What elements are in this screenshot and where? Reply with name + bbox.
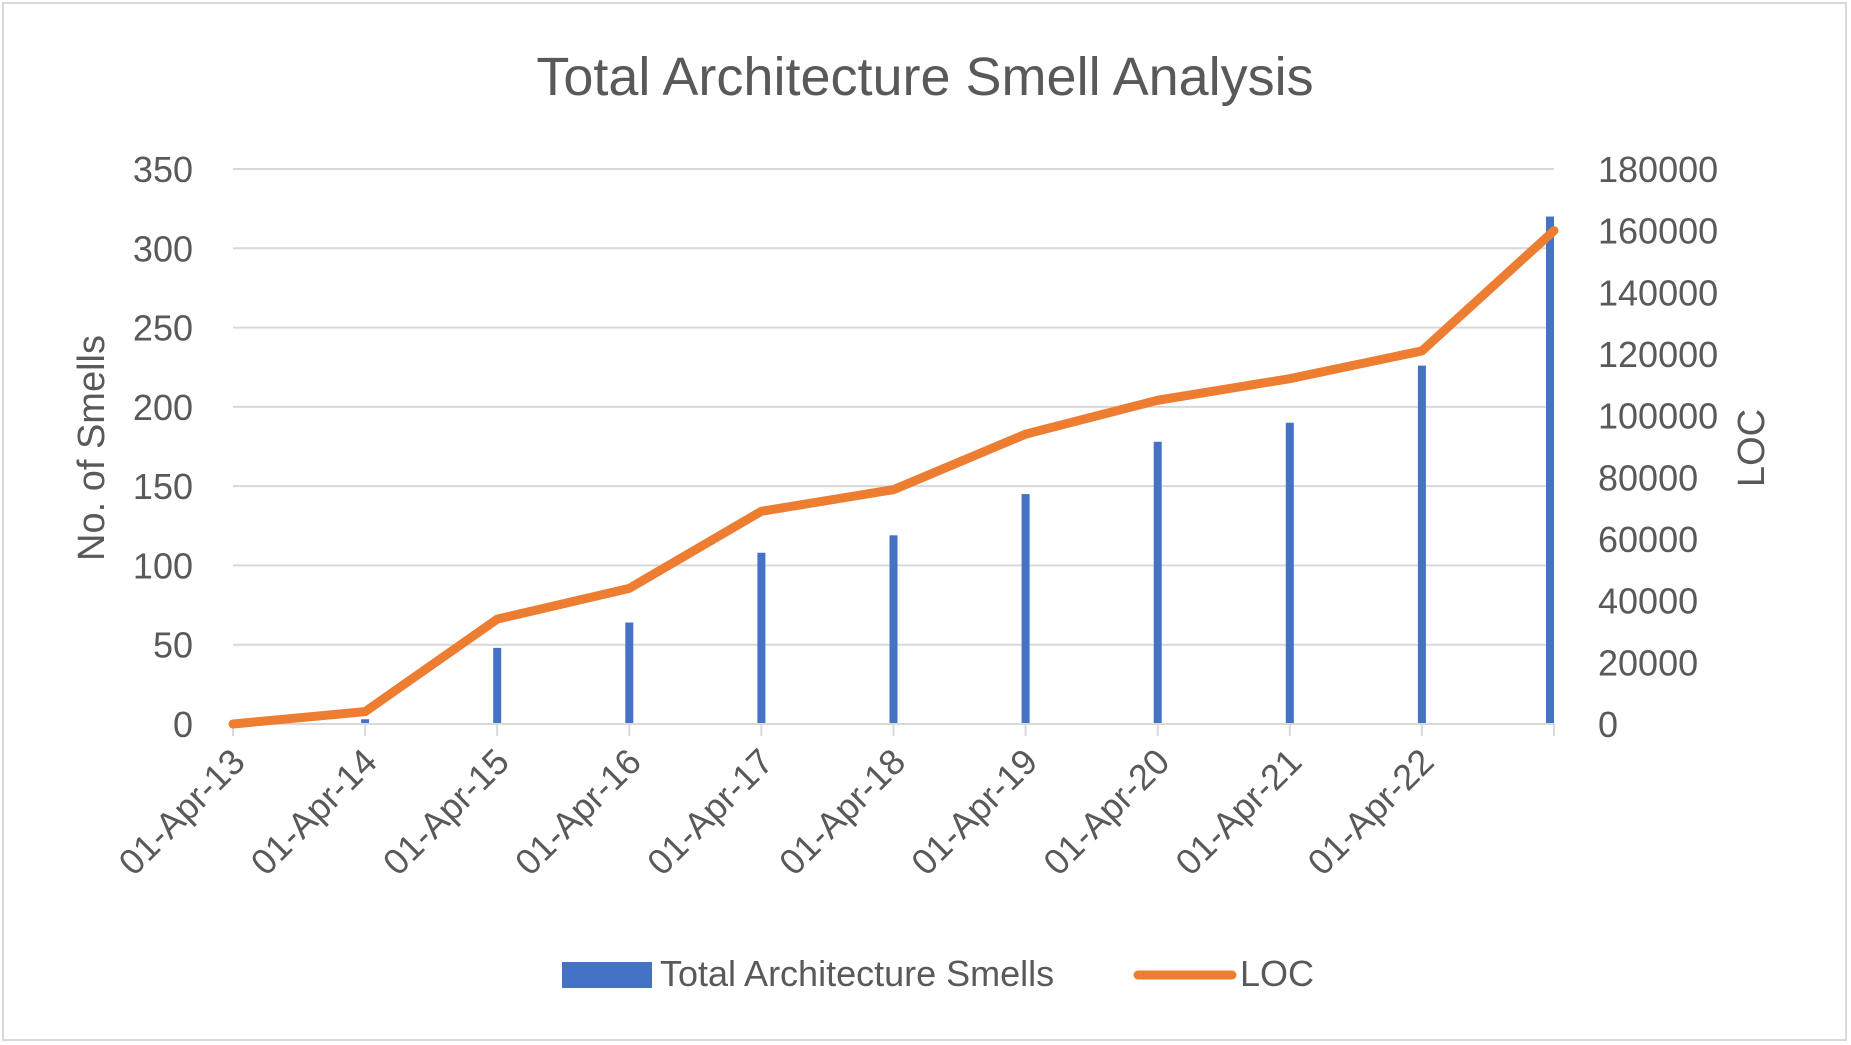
legend-bar-label: Total Architecture Smells [660, 953, 1054, 994]
y-tick-label: 50 [153, 625, 193, 666]
y2-axis-label: LOC [1731, 409, 1773, 487]
line-series [228, 226, 1559, 729]
bar [757, 552, 766, 724]
x-tick-label: 01-Apr-17 [639, 741, 781, 883]
y2-tick-label: 80000 [1598, 457, 1698, 498]
y-tick-label: 100 [133, 545, 193, 586]
y2-tick-label: 0 [1598, 704, 1618, 745]
bar [1153, 441, 1162, 724]
y2-tick-label: 120000 [1598, 334, 1718, 375]
bar [493, 647, 502, 724]
y-tick-label: 150 [133, 466, 193, 507]
y-tick-label: 200 [133, 387, 193, 428]
bar [1285, 422, 1294, 724]
y2-tick-label: 100000 [1598, 396, 1718, 437]
x-tick-label: 01-Apr-20 [1035, 741, 1177, 883]
bar [361, 719, 370, 724]
x-tick-label: 01-Apr-19 [903, 741, 1045, 883]
y2-tick-label: 40000 [1598, 581, 1698, 622]
y2-tick-label: 160000 [1598, 211, 1718, 252]
y2-tick-label: 140000 [1598, 272, 1718, 313]
x-tick-label: 01-Apr-13 [110, 741, 252, 883]
x-tick-label: 01-Apr-22 [1299, 741, 1441, 883]
bar [1417, 365, 1426, 724]
y2-tick-label: 60000 [1598, 519, 1698, 560]
legend: Total Architecture Smells LOC [562, 953, 1314, 994]
x-tick-label: 01-Apr-15 [375, 741, 517, 883]
bar [1021, 494, 1030, 724]
bar-series [361, 216, 1554, 725]
y-axis-label: No. of Smells [71, 335, 113, 561]
y-tick-label: 0 [173, 704, 193, 745]
y-tick-label: 300 [133, 228, 193, 269]
loc-line [228, 226, 1559, 729]
y2-tick-label: 180000 [1598, 149, 1718, 190]
bar [1546, 216, 1554, 725]
y2-tick-label: 20000 [1598, 642, 1698, 683]
chart-title: Total Architecture Smell Analysis [536, 47, 1313, 107]
bar [889, 535, 898, 724]
legend-line-label: LOC [1240, 953, 1314, 994]
y-tick-label: 350 [133, 149, 193, 190]
legend-bar-swatch [562, 962, 652, 988]
x-tick-label: 01-Apr-16 [507, 741, 649, 883]
x-axis: 01-Apr-1301-Apr-1401-Apr-1501-Apr-1601-A… [110, 723, 1555, 883]
bar [625, 622, 634, 724]
right-axis-ticks: 0 20000 40000 60000 80000 100000 120000 140000 1… [1598, 149, 1718, 745]
x-tick-label: 01-Apr-14 [243, 741, 385, 883]
x-tick-label: 01-Apr-18 [771, 741, 913, 883]
x-tick-label: 01-Apr-21 [1167, 741, 1309, 883]
y-tick-label: 250 [133, 308, 193, 349]
left-axis-ticks: 0 50 100 150 200 250 300 350 [133, 149, 193, 745]
